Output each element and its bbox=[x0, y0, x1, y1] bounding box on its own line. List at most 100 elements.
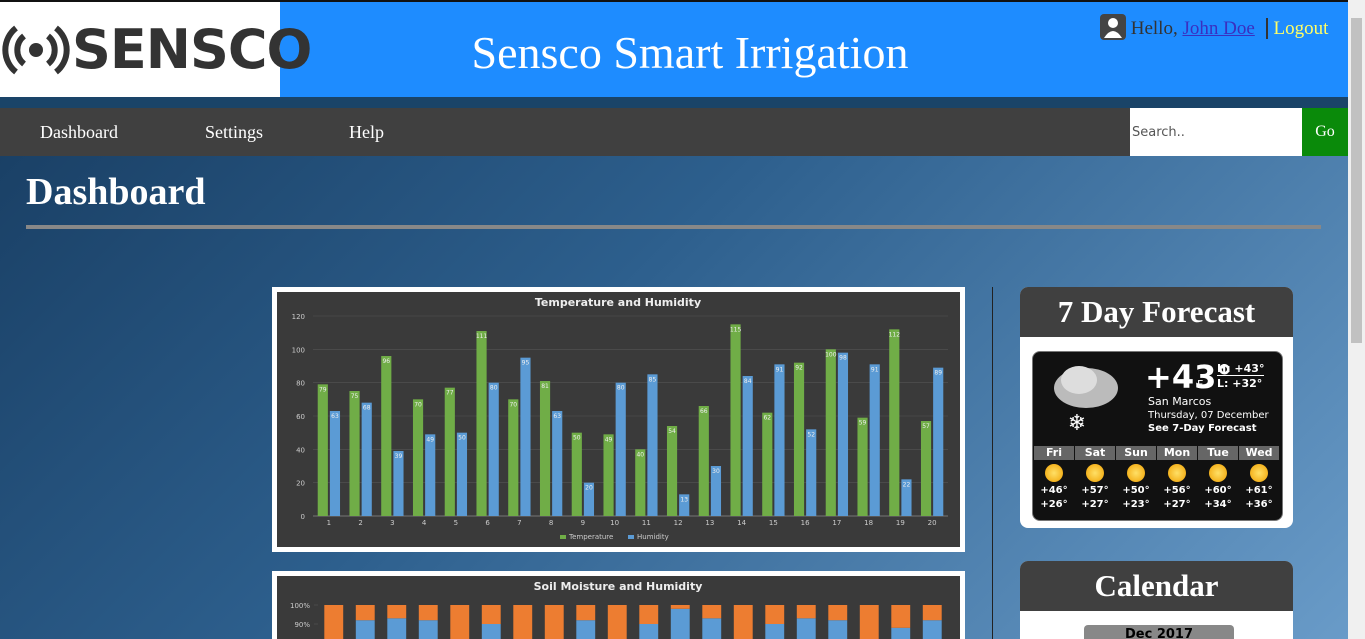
bar-segment bbox=[796, 605, 816, 619]
logo-text: SENSCO bbox=[72, 18, 312, 81]
x-tick-label: 12 bbox=[674, 519, 683, 527]
bar bbox=[583, 482, 595, 516]
x-tick-label: 14 bbox=[737, 519, 746, 527]
x-tick-label: 17 bbox=[832, 519, 841, 527]
bar bbox=[698, 406, 709, 516]
high-temp: H: +43° bbox=[1217, 362, 1265, 376]
x-tick-label: 9 bbox=[581, 519, 585, 527]
data-label: 91 bbox=[871, 366, 879, 373]
bar bbox=[615, 382, 626, 516]
nav-item[interactable]: Dashboard bbox=[40, 122, 118, 142]
bar bbox=[317, 384, 328, 516]
y-tick-label: 40 bbox=[296, 446, 305, 454]
forecast-widget[interactable]: ❄ +43° F H: +43° L: +32° San Marcos Thur… bbox=[1032, 351, 1283, 521]
day-low: +23° bbox=[1122, 499, 1150, 510]
y-tick-label: 120 bbox=[292, 313, 305, 321]
chart: Temperature and Humidity0204060801001201… bbox=[277, 292, 960, 547]
x-tick-label: 4 bbox=[422, 519, 427, 527]
bar-segment bbox=[670, 605, 690, 609]
data-label: 50 bbox=[573, 435, 581, 442]
panel-title: Calendar bbox=[1020, 561, 1293, 611]
data-label: 30 bbox=[712, 468, 720, 475]
bar-segment bbox=[891, 627, 911, 639]
bar bbox=[666, 426, 678, 516]
bar bbox=[857, 417, 868, 516]
y-tick-label: 100 bbox=[292, 346, 305, 354]
bar-segment bbox=[639, 624, 659, 639]
search-input[interactable]: Search.. bbox=[1130, 108, 1302, 156]
city: San Marcos bbox=[1148, 395, 1212, 408]
logo[interactable]: SENSCO bbox=[0, 2, 312, 97]
bar-segment bbox=[513, 605, 533, 639]
user-link[interactable]: John Doe bbox=[1182, 18, 1255, 39]
chart-frame: Soil Moisture and Humidity 90% 100% bbox=[272, 571, 965, 639]
bar bbox=[361, 402, 372, 516]
day-column: Mon +56° +27° bbox=[1157, 446, 1197, 520]
bar bbox=[539, 381, 551, 516]
day-low: +27° bbox=[1163, 499, 1191, 510]
y-tick-label: 20 bbox=[296, 480, 305, 488]
bar bbox=[508, 399, 519, 516]
x-tick-label: 2 bbox=[358, 519, 362, 527]
nav-item[interactable]: Settings bbox=[205, 122, 264, 142]
calendar-nav[interactable]: Dec 2017 bbox=[1084, 625, 1234, 639]
day-name: Sat bbox=[1075, 446, 1115, 460]
day-name: Sun bbox=[1116, 446, 1156, 460]
sun-icon bbox=[1127, 464, 1145, 482]
day-high: +50° bbox=[1122, 485, 1150, 496]
bar-segment bbox=[418, 620, 438, 639]
sun-icon bbox=[1209, 464, 1227, 482]
forecast-link[interactable]: See 7-Day Forecast bbox=[1148, 423, 1257, 434]
data-label: 77 bbox=[446, 390, 454, 397]
day-low: +26° bbox=[1040, 499, 1068, 510]
x-tick-label: 15 bbox=[769, 519, 778, 527]
legend-label: Humidity bbox=[637, 533, 669, 541]
sun-icon bbox=[1168, 464, 1186, 482]
day-name: Wed bbox=[1239, 446, 1279, 460]
data-label: 95 bbox=[522, 360, 530, 367]
bar-segment bbox=[765, 605, 785, 624]
bar bbox=[393, 451, 404, 516]
bar bbox=[710, 466, 722, 516]
bar bbox=[774, 364, 785, 516]
bar bbox=[920, 421, 932, 516]
bar bbox=[603, 434, 614, 516]
data-label: 54 bbox=[668, 428, 676, 435]
bar-segment bbox=[544, 605, 564, 639]
y-tick-label: 100% bbox=[290, 602, 310, 610]
x-tick-label: 19 bbox=[896, 519, 905, 527]
bar-segment bbox=[324, 605, 344, 639]
bar-segment bbox=[607, 605, 627, 639]
chart-frame: Temperature and Humidity 0 20 40 60 80 100 120 1… bbox=[272, 287, 965, 552]
nav-bar bbox=[0, 108, 1348, 156]
day-column: Wed +61° +36° bbox=[1239, 446, 1279, 520]
data-label: 49 bbox=[605, 436, 613, 443]
bar-segment bbox=[639, 605, 659, 624]
bar bbox=[679, 494, 690, 516]
data-label: 80 bbox=[490, 385, 498, 392]
temp-unit: F bbox=[1197, 378, 1204, 391]
data-label: 57 bbox=[922, 423, 930, 430]
bar-segment bbox=[418, 605, 438, 621]
search-button[interactable]: Go bbox=[1302, 108, 1348, 156]
nav-item[interactable]: Help bbox=[349, 122, 384, 142]
bar-segment bbox=[670, 608, 690, 639]
bar bbox=[444, 387, 455, 516]
logout-link[interactable]: Logout bbox=[1273, 18, 1329, 39]
day-low: +27° bbox=[1081, 499, 1109, 510]
scroll-thumb[interactable] bbox=[1351, 18, 1362, 343]
x-tick-label: 13 bbox=[705, 519, 714, 527]
panel-title: 7 Day Forecast bbox=[1020, 287, 1293, 337]
bar bbox=[901, 479, 912, 516]
data-label: 40 bbox=[636, 451, 644, 458]
y-tick-label: 80 bbox=[296, 380, 305, 388]
day-high: +61° bbox=[1245, 485, 1273, 496]
bar bbox=[647, 374, 658, 516]
data-label: 50 bbox=[458, 435, 466, 442]
data-label: 39 bbox=[395, 453, 403, 460]
bar-segment bbox=[796, 618, 816, 639]
bar-segment bbox=[891, 605, 911, 628]
bar-segment bbox=[922, 620, 942, 639]
day-high: +46° bbox=[1040, 485, 1068, 496]
x-tick-label: 6 bbox=[485, 519, 490, 527]
